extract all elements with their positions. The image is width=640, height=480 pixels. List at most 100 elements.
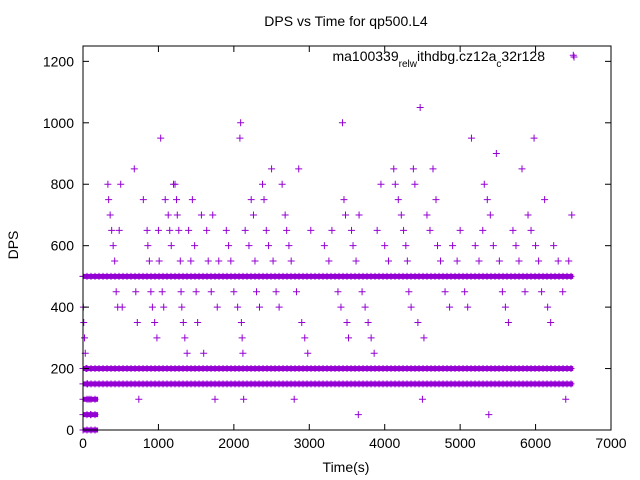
data-point: [320, 242, 328, 250]
data-point: [527, 226, 535, 234]
data-point: [479, 226, 487, 234]
data-point: [105, 196, 113, 204]
y-tick-label: 400: [51, 299, 75, 315]
data-point: [247, 196, 255, 204]
data-point: [245, 242, 253, 250]
data-point: [118, 303, 126, 311]
data-point: [544, 303, 552, 311]
data-point: [157, 134, 165, 142]
data-point: [108, 226, 116, 234]
x-tick-label: 3000: [294, 435, 325, 451]
data-point: [268, 165, 276, 173]
data-point: [275, 303, 283, 311]
data-point: [432, 196, 440, 204]
data-point: [290, 395, 298, 403]
data-point: [367, 334, 375, 342]
data-point: [475, 257, 483, 265]
data-point: [486, 211, 494, 219]
data-point: [567, 272, 575, 280]
y-axis-label: DPS: [5, 231, 21, 260]
data-point: [178, 303, 186, 311]
plot-border: [82, 45, 612, 431]
data-point: [164, 211, 172, 219]
data-point: [238, 334, 246, 342]
data-point: [384, 257, 392, 265]
data-point: [464, 303, 472, 311]
data-point: [449, 242, 457, 250]
data-point: [483, 196, 491, 204]
data-point: [237, 318, 245, 326]
data-point: [390, 165, 398, 173]
data-point: [340, 196, 348, 204]
data-point: [222, 226, 230, 234]
data-point: [414, 318, 422, 326]
data-point: [370, 349, 378, 357]
data-point: [512, 242, 520, 250]
data-point: [239, 349, 247, 357]
data-point: [153, 334, 161, 342]
data-point: [364, 318, 372, 326]
data-point: [230, 288, 238, 296]
data-point: [171, 180, 179, 188]
axes: 0 1000 2000 3000 4000 5000 6000 7000 0 200 400 600 8…: [43, 45, 627, 451]
data-point: [117, 180, 125, 188]
data-point: [328, 226, 336, 234]
data-point: [151, 318, 159, 326]
data-point: [407, 303, 415, 311]
data-point: [567, 365, 575, 373]
x-tick-label: 4000: [369, 435, 400, 451]
data-point: [173, 196, 181, 204]
data-point: [562, 395, 570, 403]
data-point: [509, 226, 517, 234]
data-point: [535, 257, 543, 265]
data-point: [461, 288, 469, 296]
data-point: [144, 242, 152, 250]
data-point: [304, 349, 312, 357]
data-point: [81, 334, 89, 342]
data-point: [161, 196, 169, 204]
legend-marker: [570, 53, 578, 61]
data-point: [130, 165, 138, 173]
data-point: [518, 165, 526, 173]
data-point: [112, 288, 120, 296]
series-band-150: [79, 380, 575, 388]
legend: ma100339relwithdbg.cz12ac32r128: [332, 48, 578, 70]
data-point: [278, 180, 286, 188]
data-point: [441, 288, 449, 296]
data-point: [215, 257, 223, 265]
data-point: [352, 257, 360, 265]
data-point: [373, 226, 381, 234]
data-point: [234, 303, 242, 311]
data-point: [160, 303, 168, 311]
data-point: [550, 242, 558, 250]
x-tick-label: 2000: [218, 435, 249, 451]
legend-label: ma100339relwithdbg.cz12ac32r128: [332, 48, 545, 70]
data-point: [143, 226, 151, 234]
data-point: [209, 211, 217, 219]
x-tick-label: 5000: [445, 435, 476, 451]
data-point: [402, 242, 410, 250]
data-point: [334, 288, 342, 296]
data-point: [489, 242, 497, 250]
data-point: [453, 257, 461, 265]
data-point: [173, 211, 181, 219]
data-point: [181, 334, 189, 342]
data-point: [361, 303, 369, 311]
data-point: [283, 226, 291, 234]
data-point: [225, 242, 233, 250]
data-point: [420, 334, 428, 342]
x-tick-label: 1000: [143, 435, 174, 451]
data-point: [568, 211, 576, 219]
data-point: [394, 196, 402, 204]
data-point: [381, 242, 389, 250]
data-point: [240, 395, 248, 403]
data-point: [391, 180, 399, 188]
data-point: [559, 288, 567, 296]
data-point: [154, 226, 162, 234]
data-point: [504, 318, 512, 326]
data-point: [569, 51, 577, 59]
data-point: [241, 226, 249, 234]
data-point: [236, 134, 244, 142]
data-point: [179, 318, 187, 326]
data-point: [192, 288, 200, 296]
